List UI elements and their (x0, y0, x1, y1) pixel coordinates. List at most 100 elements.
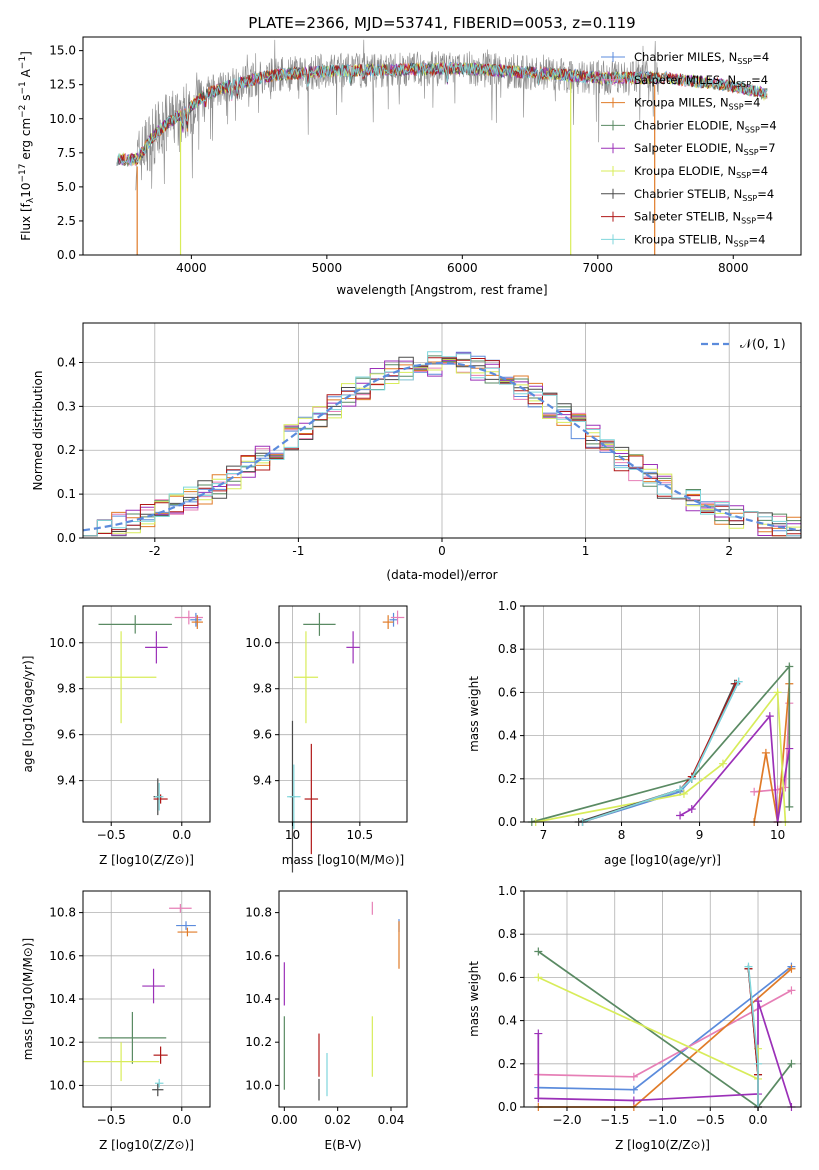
series-marker (787, 986, 796, 995)
x-axis-label: wavelength [Angstrom, rest frame] (336, 283, 547, 297)
y-tick-label: 15.0 (49, 44, 76, 58)
panel-3: 10 10.5 9.4 9.6 9.8 10.0 (245, 605, 408, 873)
errorbar-point (142, 968, 165, 1004)
legend-entry: Kroupa MILES, NSSP=4 (601, 96, 760, 112)
y-axis-label: mass weight (467, 961, 481, 1037)
series-marker (750, 787, 759, 796)
model-line (116, 60, 768, 166)
x-tick-label: −2.0 (552, 1113, 581, 1127)
weight-series (578, 677, 743, 826)
y-tick-label: 9.4 (253, 774, 272, 788)
errorbar-point (176, 921, 196, 930)
series-line (531, 664, 791, 823)
axes-frame (82, 605, 211, 823)
errorbar-point (153, 794, 168, 804)
errorbar-point (390, 610, 405, 625)
series-marker (785, 744, 794, 753)
legend-entry: Salpeter STELIB, NSSP=4 (601, 210, 773, 226)
legend-entry: Chabrier MILES, NSSP=4 (601, 50, 769, 66)
x-axis-label: Z [log10(Z/Z⊙)] (99, 1138, 194, 1152)
legend-label: 𝒩(0, 1) (740, 336, 786, 351)
series-marker (773, 688, 782, 697)
x-axis-label: Z [log10(Z/Z⊙)] (99, 853, 194, 867)
errorbar-point (177, 927, 198, 937)
chart-title: PLATE=2366, MJD=53741, FIBERID=0053, z=0… (248, 14, 635, 32)
errorbar-point (83, 1042, 160, 1082)
y-tick-label: 1.0 (498, 884, 517, 898)
legend-label: Chabrier ELODIE, NSSP=4 (634, 118, 777, 134)
legend-entry: Salpeter ELODIE, NSSP=7 (601, 141, 776, 157)
legend-label: Kroupa MILES, NSSP=4 (634, 96, 760, 112)
x-tick-label: -2 (149, 544, 161, 558)
series-marker (787, 1059, 796, 1068)
y-axis-label: Normed distribution (31, 371, 45, 491)
axes-frame (278, 890, 408, 1108)
weight-series (578, 679, 741, 826)
x-tick-label: 9 (696, 828, 704, 842)
histograms (83, 351, 801, 537)
y-tick-label: 10.0 (245, 636, 272, 650)
x-tick-label: 0.04 (378, 1113, 405, 1127)
errorbar-point (190, 612, 202, 627)
panel-6: 0.00 0.02 0.04 10.0 10.2 10.4 10.6 10.8 (245, 890, 408, 1127)
x-tick-label: 10.5 (346, 828, 373, 842)
y-tick-label: 10.8 (245, 906, 272, 920)
axes-frame (523, 605, 802, 823)
y-tick-label: 0.8 (498, 927, 517, 941)
plot-area (116, 39, 768, 255)
legend-label: Salpeter MILES, NSSP=4 (634, 73, 768, 89)
legend-entry: Salpeter MILES, NSSP=4 (601, 73, 768, 89)
x-tick-label: 0.00 (271, 1113, 298, 1127)
legend-entry: Chabrier STELIB, NSSP=4 (601, 187, 774, 203)
panel-0: 4000 5000 6000 7000 8000 0.0 2.5 5.0 7.5 10.0 12.5… (49, 36, 802, 275)
errorbar-point (152, 1083, 164, 1097)
y-tick-label: 0.0 (498, 1100, 517, 1114)
x-tick-label: 10 (285, 828, 300, 842)
errorbar-point (304, 743, 319, 855)
series-line (538, 968, 792, 1108)
x-tick-label: −1.0 (648, 1113, 677, 1127)
weight-series (744, 964, 763, 1111)
model-line (116, 61, 768, 167)
series-line (578, 683, 736, 823)
weight-series (527, 662, 794, 826)
y-tick-label: 7.5 (57, 146, 76, 160)
errorbar-point (287, 764, 301, 829)
x-tick-label: −0.5 (696, 1113, 725, 1127)
y-tick-label: 10.4 (245, 992, 272, 1006)
errorbar-point (346, 631, 360, 664)
y-tick-label: 10.0 (245, 1078, 272, 1092)
y-tick-label: 10.8 (49, 906, 76, 920)
series-marker (754, 1059, 763, 1068)
series-marker (629, 1085, 638, 1094)
series-marker (734, 677, 743, 686)
panel-1: -2 -1 0 1 2 0.0 0.1 0.2 0.3 0.4 (57, 322, 802, 558)
series-marker (787, 964, 796, 973)
y-tick-label: 0.0 (57, 248, 76, 262)
series-marker (761, 748, 770, 757)
plot-area (534, 947, 796, 1111)
errorbar-point (154, 782, 164, 811)
panel-7: −2.0 −1.5 −1.0 −0.5 0.0 0.0 0.2 0.4 0.6 0.8 1.0 (498, 884, 802, 1127)
series-marker (534, 1094, 543, 1103)
x-tick-label: -1 (292, 544, 304, 558)
weight-series (534, 947, 796, 1111)
errorbar-point (98, 1011, 167, 1064)
errorbar-point (303, 612, 336, 636)
x-tick-label: 1 (582, 544, 590, 558)
errorbar-point (153, 1046, 168, 1064)
x-axis-label: Z [log10(Z/Z⊙)] (615, 1138, 710, 1152)
weight-series (531, 688, 790, 826)
x-tick-label: −0.5 (97, 828, 126, 842)
legend-entry: Kroupa ELODIE, NSSP=4 (601, 164, 768, 180)
legend-label: Kroupa ELODIE, NSSP=4 (634, 164, 768, 180)
errorbar-point (382, 615, 394, 629)
histogram-series (83, 351, 801, 537)
y-tick-label: 10.6 (245, 949, 272, 963)
y-tick-label: 9.6 (253, 728, 272, 742)
y-tick-label: 10.2 (49, 1035, 76, 1049)
legend-label: Salpeter STELIB, NSSP=4 (634, 210, 773, 226)
weight-series (578, 677, 743, 826)
y-tick-label: 0.0 (57, 531, 76, 545)
weight-series (534, 973, 763, 1083)
